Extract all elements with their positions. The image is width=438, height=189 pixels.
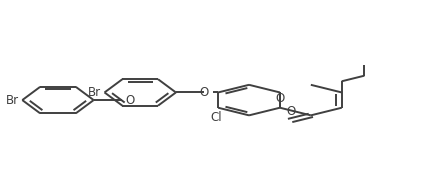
Text: Cl: Cl: [210, 111, 222, 124]
Text: O: O: [276, 92, 285, 105]
Text: O: O: [125, 94, 134, 107]
Text: O: O: [199, 86, 208, 99]
Text: Br: Br: [88, 86, 101, 99]
Text: O: O: [286, 105, 296, 118]
Text: Br: Br: [6, 94, 19, 107]
